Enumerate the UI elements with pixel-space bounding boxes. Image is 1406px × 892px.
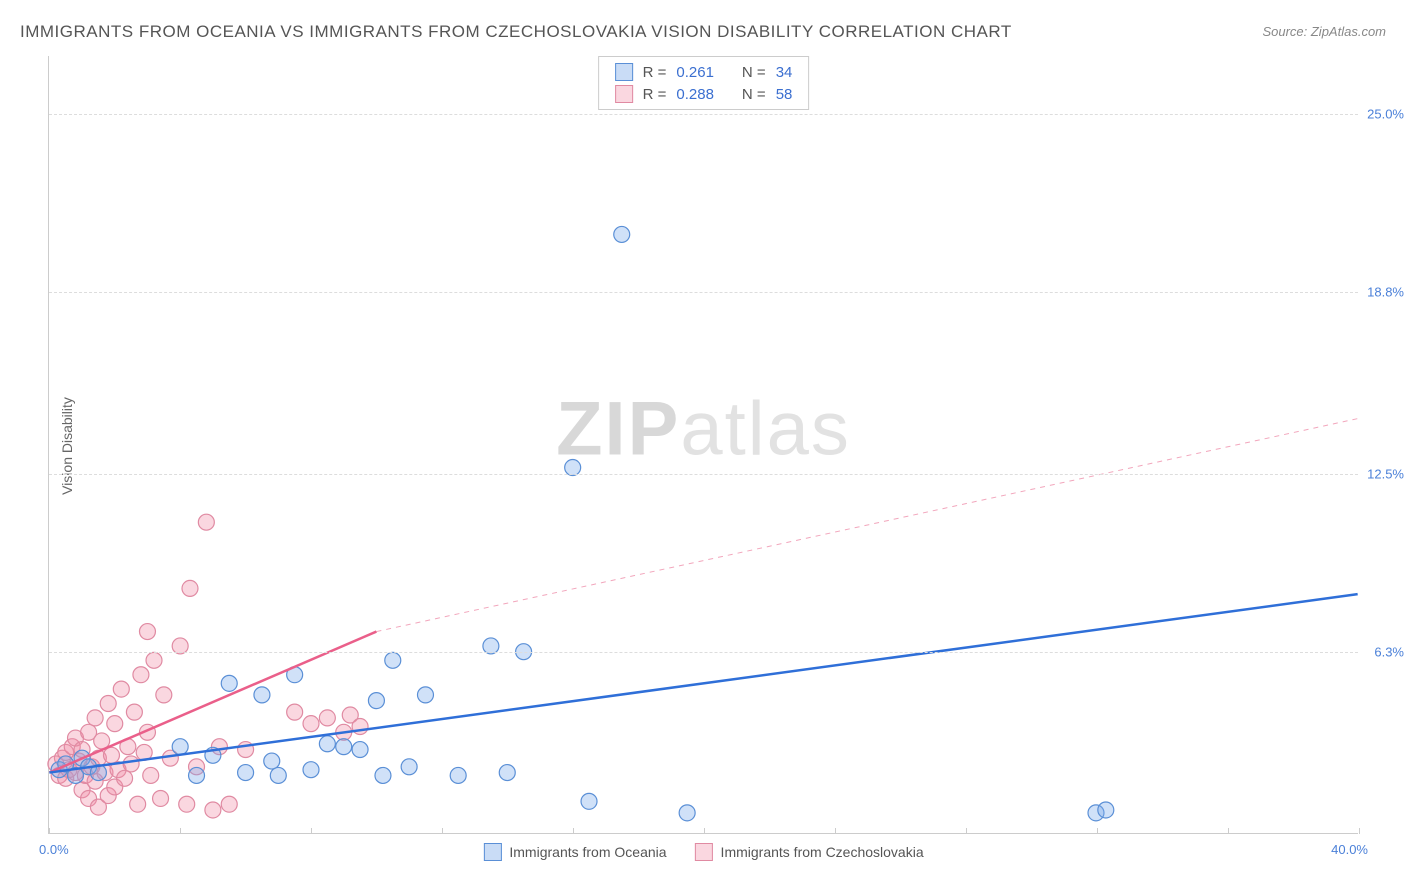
- scatter-point: [123, 756, 139, 772]
- x-tick: [49, 828, 50, 834]
- chart-title: IMMIGRANTS FROM OCEANIA VS IMMIGRANTS FR…: [20, 22, 1012, 42]
- n-value-czech: 58: [776, 86, 793, 103]
- n-label: N =: [742, 86, 766, 103]
- x-axis-min-label: 0.0%: [39, 842, 69, 857]
- legend-stats: R = 0.261 N = 34 R = 0.288 N = 58: [598, 56, 810, 110]
- n-value-oceania: 34: [776, 64, 793, 81]
- trend-line: [376, 419, 1357, 632]
- r-label: R =: [643, 86, 667, 103]
- n-label: N =: [742, 64, 766, 81]
- scatter-point: [1098, 802, 1114, 818]
- x-tick: [1359, 828, 1360, 834]
- x-tick: [1228, 828, 1229, 834]
- scatter-point: [368, 693, 384, 709]
- scatter-svg: [49, 56, 1358, 833]
- scatter-point: [107, 716, 123, 732]
- scatter-point: [126, 704, 142, 720]
- r-value-oceania: 0.261: [676, 64, 714, 81]
- y-tick-label: 18.8%: [1367, 285, 1404, 300]
- plot-area: ZIPatlas R = 0.261 N = 34 R = 0.288 N = …: [48, 56, 1358, 834]
- x-tick: [966, 828, 967, 834]
- scatter-point: [581, 793, 597, 809]
- scatter-point: [221, 675, 237, 691]
- scatter-point: [450, 767, 466, 783]
- x-tick: [311, 828, 312, 834]
- scatter-point: [87, 710, 103, 726]
- scatter-point: [303, 762, 319, 778]
- r-label: R =: [643, 64, 667, 81]
- scatter-point: [198, 514, 214, 530]
- swatch-czech-icon: [615, 85, 633, 103]
- legend-item-oceania: Immigrants from Oceania: [483, 843, 666, 861]
- scatter-point: [113, 681, 129, 697]
- scatter-point: [614, 226, 630, 242]
- scatter-point: [287, 704, 303, 720]
- scatter-point: [238, 765, 254, 781]
- swatch-oceania-icon: [483, 843, 501, 861]
- scatter-point: [205, 802, 221, 818]
- scatter-point: [254, 687, 270, 703]
- scatter-point: [303, 716, 319, 732]
- trend-line: [49, 594, 1357, 772]
- scatter-point: [139, 624, 155, 640]
- scatter-point: [100, 696, 116, 712]
- x-tick: [1097, 828, 1098, 834]
- scatter-point: [270, 767, 286, 783]
- legend-item-czech: Immigrants from Czechoslovakia: [695, 843, 924, 861]
- x-tick: [442, 828, 443, 834]
- gridline-h: [49, 292, 1358, 293]
- x-tick: [180, 828, 181, 834]
- r-value-czech: 0.288: [676, 86, 714, 103]
- scatter-point: [182, 580, 198, 596]
- scatter-point: [499, 765, 515, 781]
- x-tick: [704, 828, 705, 834]
- scatter-point: [375, 767, 391, 783]
- scatter-point: [117, 770, 133, 786]
- scatter-point: [143, 767, 159, 783]
- scatter-point: [401, 759, 417, 775]
- scatter-point: [336, 739, 352, 755]
- legend-stats-row-oceania: R = 0.261 N = 34: [615, 61, 793, 83]
- legend-series: Immigrants from Oceania Immigrants from …: [483, 843, 923, 861]
- swatch-oceania-icon: [615, 63, 633, 81]
- y-tick-label: 6.3%: [1374, 645, 1404, 660]
- gridline-h: [49, 474, 1358, 475]
- swatch-czech-icon: [695, 843, 713, 861]
- legend-label-oceania: Immigrants from Oceania: [509, 844, 666, 860]
- y-tick-label: 25.0%: [1367, 106, 1404, 121]
- scatter-point: [172, 739, 188, 755]
- scatter-point: [679, 805, 695, 821]
- legend-stats-row-czech: R = 0.288 N = 58: [615, 83, 793, 105]
- legend-label-czech: Immigrants from Czechoslovakia: [721, 844, 924, 860]
- scatter-point: [153, 790, 169, 806]
- scatter-point: [133, 667, 149, 683]
- y-tick-label: 12.5%: [1367, 466, 1404, 481]
- scatter-point: [417, 687, 433, 703]
- scatter-point: [189, 767, 205, 783]
- scatter-point: [385, 652, 401, 668]
- scatter-point: [319, 710, 335, 726]
- scatter-point: [352, 742, 368, 758]
- scatter-point: [179, 796, 195, 812]
- scatter-point: [156, 687, 172, 703]
- x-tick: [573, 828, 574, 834]
- scatter-point: [264, 753, 280, 769]
- scatter-point: [221, 796, 237, 812]
- source-attribution: Source: ZipAtlas.com: [1262, 24, 1386, 39]
- gridline-h: [49, 114, 1358, 115]
- scatter-point: [103, 747, 119, 763]
- x-axis-max-label: 40.0%: [1331, 842, 1368, 857]
- x-tick: [835, 828, 836, 834]
- scatter-point: [146, 652, 162, 668]
- scatter-point: [319, 736, 335, 752]
- scatter-point: [130, 796, 146, 812]
- gridline-h: [49, 652, 1358, 653]
